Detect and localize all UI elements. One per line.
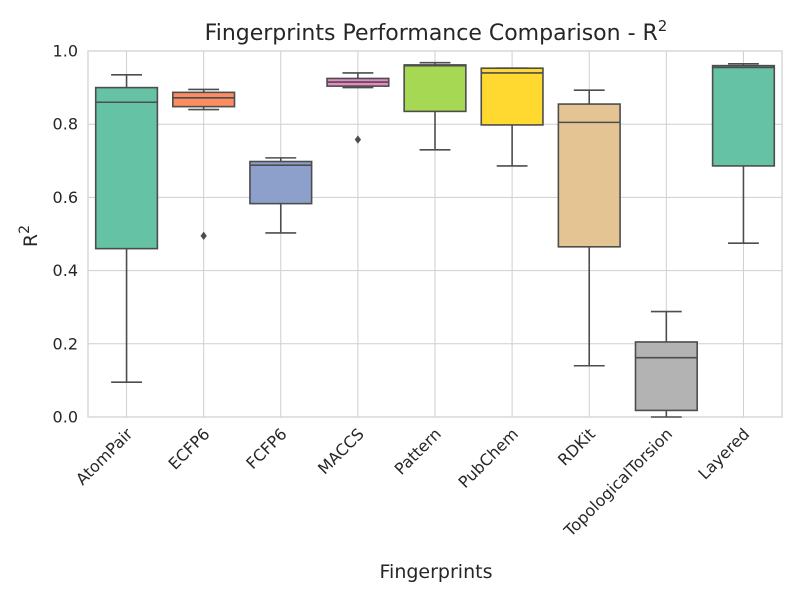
box-topologicaltorsion (634, 310, 698, 418)
boxes-layer (94, 61, 776, 418)
box-rdkit (557, 89, 621, 367)
y-tick-label: 0.0 (53, 408, 78, 427)
box-maccs (326, 72, 390, 144)
outlier-point (200, 231, 207, 241)
box-body (249, 160, 313, 205)
x-tick-label: Pattern (391, 424, 445, 478)
y-tick-label: 1.0 (53, 42, 78, 61)
x-tick-label: ECFP6 (164, 424, 213, 473)
box-body (403, 64, 467, 113)
y-tick-label: 0.4 (53, 261, 78, 280)
box-body (480, 67, 544, 126)
outlier-point (354, 135, 362, 144)
box-body (711, 64, 776, 167)
y-axis-label: R2 (17, 225, 42, 247)
box-atompair (94, 73, 159, 384)
x-tick-label: FCFP6 (242, 424, 290, 472)
box-body (557, 103, 621, 248)
x-tick-label: AtomPair (72, 424, 137, 489)
x-tick-labels: AtomPair ECFP6 FCFP6 MACCS Pattern PubChem RDK… (72, 424, 753, 541)
box-layered (711, 63, 776, 244)
y-tick-label: 0.2 (53, 334, 78, 353)
box-body (172, 91, 236, 108)
chart-title: Fingerprints Performance Comparison - R2 (205, 17, 668, 46)
box-fcfp6 (249, 157, 313, 234)
box-ecfp6 (172, 88, 236, 241)
box-body (94, 86, 159, 250)
x-tick-label: RDKit (554, 424, 599, 469)
box-pattern (403, 61, 467, 151)
x-tick-label: PubChem (454, 424, 521, 491)
x-tick-label: Layered (694, 424, 753, 483)
box-pubchem (480, 67, 544, 167)
x-tick-label: MACCS (314, 424, 368, 478)
y-tick-label: 0.8 (53, 115, 78, 134)
plot-frame (87, 50, 783, 418)
y-tick-labels: 0.0 0.2 0.4 0.6 0.8 1.0 (53, 42, 78, 427)
x-axis-label: Fingerprints (380, 561, 493, 583)
box-body (634, 341, 698, 412)
y-tick-label: 0.6 (53, 188, 78, 207)
